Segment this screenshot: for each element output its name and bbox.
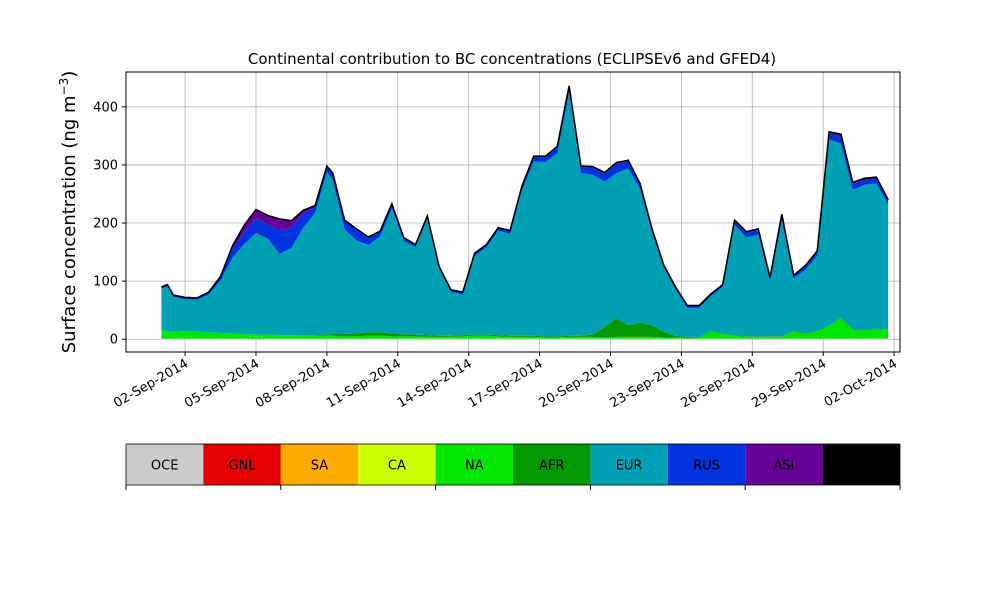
x-tick-label: 29-Sep-2014 [749,356,829,411]
y-tick-label: 300 [93,158,118,173]
legend-colorbar: OCE GNL SA CA NA AFR EUR RUS ASI AUS [125,443,901,490]
x-tick-label: 02-Oct-2014 [822,356,900,410]
legend-swatch-rus [667,444,746,485]
plot-area: 0 100 200 300 400 02-Sep-201405-Sep-201408-S… [93,71,901,411]
legend-swatch-ca [358,444,436,485]
x-tick-label: 05-Sep-2014 [182,356,262,411]
legend-label-aus: AUS [848,459,875,474]
stacked-areas [161,85,889,340]
x-tick-label: 11-Sep-2014 [324,356,404,411]
area-eur [161,91,889,337]
plot-frame [125,71,901,353]
chart-title: Continental contribution to BC concentra… [248,50,776,68]
y-tick-label: 400 [93,100,118,115]
x-tick-label: 14-Sep-2014 [395,356,475,411]
legend-label-afr: AFR [539,459,564,474]
legend-label-ca: CA [388,459,406,474]
legend-swatch-afr [513,444,591,485]
x-tick-label: 20-Sep-2014 [537,356,617,411]
y-axis-label-close: ) [59,71,80,78]
x-tick-label: 02-Sep-2014 [111,356,191,411]
total-concentration-line [161,85,889,307]
x-tick-label: 23-Sep-2014 [608,356,688,411]
y-tick-label: 200 [93,217,118,232]
x-tick-label: 26-Sep-2014 [678,356,758,411]
legend-label-gnl: GNL [229,459,257,474]
y-axis-ticks: 0 100 200 300 400 [93,100,126,348]
y-axis-label-text: Surface concentration (ng m [59,95,80,353]
legend-swatch-na [435,444,513,485]
legend-swatch-asi [745,444,823,485]
legend-label-na: NA [465,459,484,474]
legend-swatch-aus [822,444,900,485]
y-axis-label-exponent: −3 [57,78,71,96]
y-tick-label: 100 [93,275,118,290]
legend-swatch-gnl [203,444,281,485]
legend-label-sa: SA [311,459,328,474]
x-tick-label: 08-Sep-2014 [253,356,333,411]
x-axis-ticks: 02-Sep-201405-Sep-201408-Sep-201411-Sep-… [111,352,900,411]
y-axis-label: Surface concentration (ng m−3) [57,71,80,354]
area-oce [161,338,889,340]
x-tick-label: 17-Sep-2014 [466,356,546,411]
legend-swatch-oce [126,444,204,485]
legend-label-asi: ASI [773,459,794,474]
legend-label-eur: EUR [616,459,643,474]
legend-label-rus: RUS [693,459,720,474]
legend-swatch-sa [280,444,359,485]
y-tick-label: 0 [110,333,118,348]
area-na [161,318,889,339]
legend-swatch-eur [590,444,668,485]
legend-label-oce: OCE [151,459,179,474]
legend-frame [125,443,901,486]
